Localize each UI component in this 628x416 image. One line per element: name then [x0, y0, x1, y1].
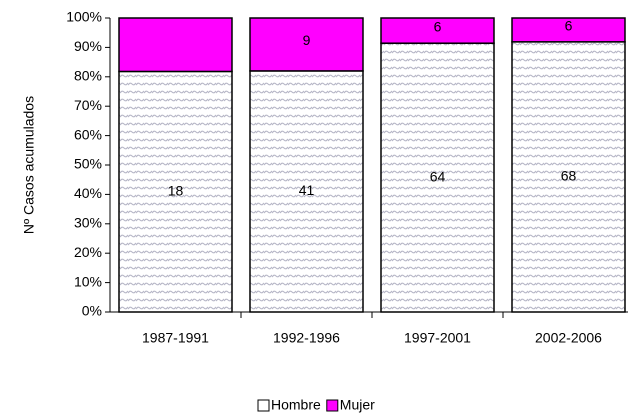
y-tick-label: 90%: [74, 38, 102, 54]
x-tick-label: 2002-2006: [535, 330, 602, 346]
y-tick-label: 50%: [74, 156, 102, 172]
y-tick-label: 70%: [74, 97, 102, 113]
x-tick-label: 1997-2001: [404, 330, 471, 346]
y-tick-label: 100%: [66, 9, 102, 25]
legend-label: Mujer: [340, 397, 375, 413]
bar-segment: [118, 17, 233, 73]
data-label: 6: [434, 18, 442, 34]
data-label: 64: [430, 168, 446, 184]
data-label: 9: [303, 32, 311, 48]
legend-label: Hombre: [271, 397, 321, 413]
y-tick-label: 0%: [82, 303, 102, 319]
bar-segment: [380, 42, 495, 313]
bar-segment: [380, 17, 495, 44]
bar-segment: [118, 70, 233, 313]
x-tick-label: 1987-1991: [142, 330, 209, 346]
data-label: 6: [565, 18, 573, 34]
y-tick-label: 20%: [74, 244, 102, 260]
y-tick-label: 60%: [74, 126, 102, 142]
y-axis-label: Nº Casos acumulados: [21, 96, 37, 234]
y-tick-label: 30%: [74, 215, 102, 231]
bar-segment: [249, 70, 364, 313]
bar-segment: [249, 17, 364, 72]
x-tick-label: 1992-1996: [273, 330, 340, 346]
bar-segment: [511, 17, 626, 43]
y-tick-label: 10%: [74, 273, 102, 289]
legend-swatch: [326, 399, 339, 412]
data-label: 41: [299, 182, 315, 198]
y-tick-label: 80%: [74, 68, 102, 84]
data-label: 18: [168, 182, 184, 198]
data-label: 68: [561, 168, 577, 184]
y-tick-label: 40%: [74, 185, 102, 201]
legend-swatch: [257, 399, 270, 412]
bar-segment: [511, 41, 626, 313]
